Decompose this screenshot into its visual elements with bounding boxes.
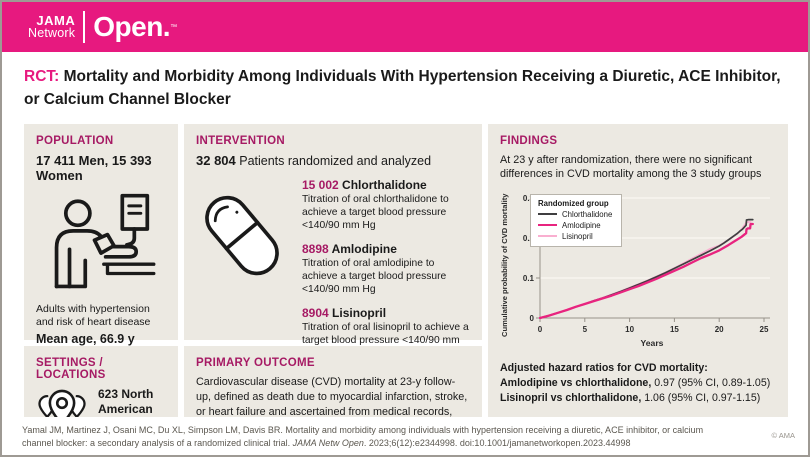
brand-header-bar: JAMA Network Open. ™: [2, 2, 808, 52]
svg-text:0.3: 0.3: [523, 194, 535, 203]
title-block: RCT: Mortality and Morbidity Among Indiv…: [2, 52, 808, 120]
svg-text:20: 20: [715, 325, 724, 334]
findings-panel: FINDINGS At 23 y after randomization, th…: [488, 123, 788, 424]
group-name: Lisinopril: [328, 305, 387, 320]
chart-legend: Randomized group Chlorthalidone Amlodipi…: [530, 193, 623, 247]
group-name: Chlorthalidone: [338, 177, 427, 192]
footer: Yamal JM, Martinez J, Osani MC, Du XL, S…: [2, 417, 808, 455]
group-amlodipine: 8898 Amlodipine Titration of oral amlodi…: [302, 242, 470, 297]
svg-text:10: 10: [625, 325, 634, 334]
logo-jama-text: JAMA: [36, 13, 76, 29]
main-grid: POPULATION 17 411 Men, 15 393 Women: [24, 123, 808, 433]
logo-network-text: Network: [28, 26, 76, 41]
copyright-label: © AMA: [771, 431, 795, 440]
group-n: 8898: [302, 241, 329, 256]
patient-blood-pressure-icon: [36, 192, 166, 297]
settings-panel: SETTINGS / LOCATIONS 623 North American …: [24, 345, 178, 431]
findings-summary: At 23 y after randomization, there were …: [500, 153, 762, 181]
primary-outcome-heading: PRIMARY OUTCOME: [196, 356, 315, 369]
svg-text:0.2: 0.2: [523, 234, 535, 243]
population-counts: 17 411 Men, 15 393 Women: [36, 152, 152, 184]
svg-text:5: 5: [583, 325, 588, 334]
cvd-mortality-chart: Cumulative probability of CVD mortality …: [500, 190, 776, 357]
svg-text:25: 25: [760, 325, 769, 334]
svg-text:0: 0: [538, 325, 543, 334]
settings-heading: SETTINGS / LOCATIONS: [36, 356, 106, 381]
population-heading: POPULATION: [36, 134, 114, 147]
group-n: 15 002: [302, 177, 339, 192]
svg-text:0.1: 0.1: [523, 274, 535, 283]
group-name: Amlodipine: [328, 241, 397, 256]
population-mean-age: Mean age, 66.9 y: [36, 331, 135, 346]
group-description: Titration of oral amlodipine to achieve …: [302, 257, 447, 296]
hazard-title: Adjusted hazard ratios for CVD mortality…: [500, 361, 708, 374]
study-type-tag: RCT:: [24, 68, 60, 85]
map-pins-icon: [36, 387, 88, 438]
intervention-total-n: 32 804: [196, 152, 236, 168]
legend-line-swatch: [538, 213, 557, 216]
findings-heading: FINDINGS: [500, 134, 558, 147]
citation-text: Yamal JM, Martinez J, Osani MC, Du XL, S…: [22, 425, 704, 448]
svg-text:15: 15: [670, 325, 679, 334]
group-lisinopril: 8904 Lisinopril Titration of oral lisino…: [302, 306, 470, 361]
population-description: Adults with hypertension and risk of hea…: [36, 302, 151, 329]
legend-title: Randomized group: [538, 198, 609, 208]
chart-y-axis-label: Cumulative probability of CVD mortality: [500, 192, 509, 337]
legend-item-lisinopril: Lisinopril: [538, 232, 612, 241]
legend-line-swatch: [538, 235, 557, 238]
svg-text:Years: Years: [641, 338, 664, 348]
intervention-heading: INTERVENTION: [196, 134, 286, 147]
legend-line-swatch: [538, 223, 557, 227]
primary-outcome-panel: PRIMARY OUTCOME Cardiovascular disease (…: [184, 345, 482, 433]
pill-capsule-icon: [196, 178, 288, 370]
intervention-panel: INTERVENTION 32 804 Patients randomized …: [184, 123, 482, 360]
intervention-total: 32 804 Patients randomized and analyzed: [196, 153, 470, 168]
hazard-row-lisinopril: Lisinopril vs chlorthalidone, 1.06 (95% …: [500, 391, 761, 404]
population-panel: POPULATION 17 411 Men, 15 393 Women: [24, 123, 178, 346]
page-title: RCT: Mortality and Morbidity Among Indiv…: [24, 65, 786, 112]
intervention-total-label: Patients randomized and analyzed: [235, 153, 432, 168]
group-chlorthalidone: 15 002 Chlorthalidone Titration of oral …: [302, 178, 470, 233]
hazard-row-amlodipine: Amlodipine vs chlorthalidone, 0.97 (95% …: [500, 376, 771, 389]
hazard-ratios-block: Adjusted hazard ratios for CVD mortality…: [500, 361, 776, 406]
logo-open-text: Open.: [93, 11, 171, 42]
title-text: Mortality and Morbidity Among Individual…: [24, 68, 781, 109]
logo-divider: [83, 11, 86, 43]
svg-text:0: 0: [530, 314, 535, 323]
group-description: Titration of oral chlorthalidone to achi…: [302, 193, 449, 232]
legend-item-amlodipine: Amlodipine: [538, 221, 612, 230]
group-n: 8904: [302, 305, 329, 320]
jama-network-open-logo: JAMA Network Open. ™: [28, 11, 177, 43]
legend-item-chlorthalidone: Chlorthalidone: [538, 210, 612, 219]
logo-trademark: ™: [170, 23, 178, 31]
intervention-groups: 15 002 Chlorthalidone Titration of oral …: [302, 178, 470, 370]
journal-name: JAMA Netw Open: [292, 437, 364, 448]
